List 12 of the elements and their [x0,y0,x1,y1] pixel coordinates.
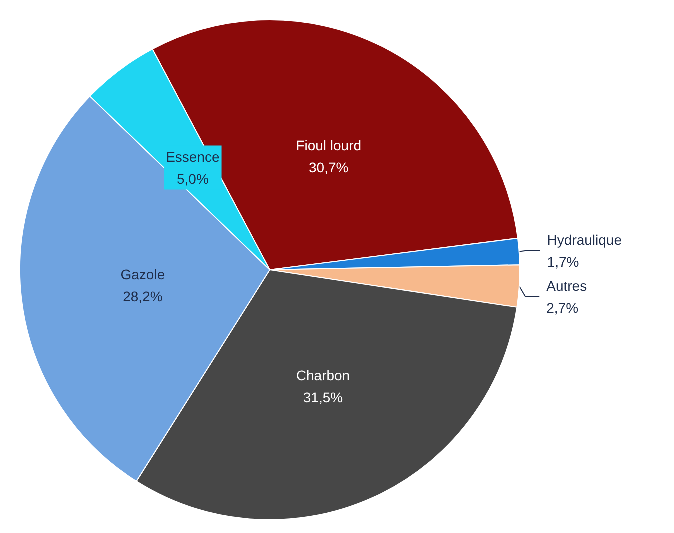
data-label: 5,0% [176,170,209,187]
slice-label: Charbon [296,367,350,384]
data-label: 1,7% [547,254,580,270]
slice-label: Hydraulique [547,232,622,248]
slice-label: Essence [166,148,220,165]
slice-label: Autres [546,278,588,294]
slice-label: Gazole [120,266,166,282]
data-label: 2,7% [546,300,579,316]
data-label: 28,2% [123,288,163,304]
slice-label: Fioul lourd [296,137,362,154]
data-label: 31,5% [303,389,344,406]
data-label: 30,7% [308,159,349,176]
